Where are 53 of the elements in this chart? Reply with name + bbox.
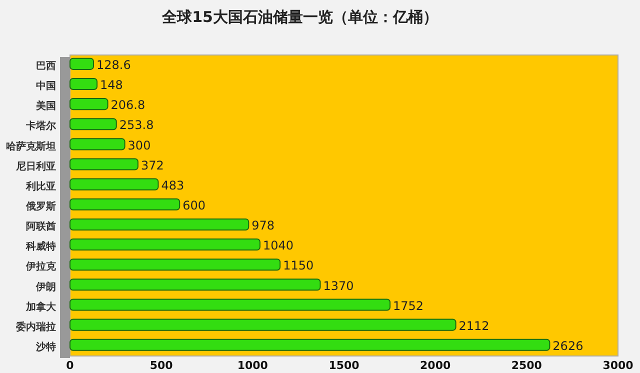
- y-tick-label: 美国: [35, 100, 56, 112]
- bar: [70, 138, 126, 150]
- y-tick-label: 哈萨克斯坦: [6, 140, 56, 152]
- x-tick-label: 1500: [328, 359, 360, 372]
- bar: [70, 318, 456, 331]
- data-label: 148: [100, 78, 123, 92]
- bar: [70, 98, 108, 110]
- y-tick-label: 中国: [36, 80, 56, 92]
- bar: [70, 218, 250, 230]
- y-tick-label: 加拿大: [25, 300, 57, 313]
- y-tick-label: 伊朗: [35, 280, 56, 293]
- data-label: 483: [161, 178, 184, 192]
- bar: [70, 298, 391, 311]
- data-label: 300: [128, 138, 151, 152]
- chart-title: 全球15大国石油储量一览（单位：亿桶）: [161, 8, 438, 26]
- bar: [70, 258, 281, 271]
- x-tick-label: 3000: [602, 359, 634, 372]
- bar: [70, 78, 98, 90]
- x-tick-label: 2000: [420, 359, 451, 372]
- data-label: 206.8: [110, 98, 146, 112]
- x-tick-label: 500: [150, 359, 174, 372]
- y-tick-label: 巴西: [36, 61, 56, 72]
- data-label: 1040: [262, 238, 294, 253]
- bar: [70, 178, 159, 190]
- bar: [70, 118, 117, 130]
- y-tick-label: 委内瑞拉: [15, 320, 56, 333]
- data-label: 2626: [552, 338, 584, 353]
- data-label: 253.8: [119, 118, 154, 132]
- y-tick-label: 俄罗斯: [25, 200, 56, 212]
- bar: [70, 238, 260, 251]
- data-label: 978: [252, 218, 275, 233]
- y-tick-label: 伊拉克: [25, 260, 57, 273]
- data-label: 2112: [458, 318, 490, 333]
- data-label: 600: [182, 198, 206, 212]
- x-tick-label: 1000: [237, 359, 268, 372]
- y-tick-label: 阿联酋: [26, 220, 56, 233]
- x-tick-label: 2500: [511, 359, 542, 372]
- bar: [70, 278, 321, 291]
- data-label: 1150: [283, 258, 314, 273]
- y-tick-label: 科威特: [25, 240, 56, 253]
- bar: [70, 158, 138, 170]
- data-label: 372: [140, 158, 164, 172]
- y-tick-label: 沙特: [35, 340, 56, 353]
- bar: [70, 198, 180, 210]
- x-tick-label: 0: [66, 359, 74, 372]
- data-label: 128.6: [96, 58, 131, 72]
- y-tick-label: 卡塔尔: [25, 120, 57, 132]
- bar: [70, 58, 94, 70]
- y-tick-label: 尼日利亚: [15, 160, 56, 172]
- y-tick-label: 利比亚: [25, 180, 56, 192]
- bar: [70, 338, 550, 351]
- data-label: 1752: [393, 298, 424, 313]
- data-label: 1370: [323, 278, 354, 293]
